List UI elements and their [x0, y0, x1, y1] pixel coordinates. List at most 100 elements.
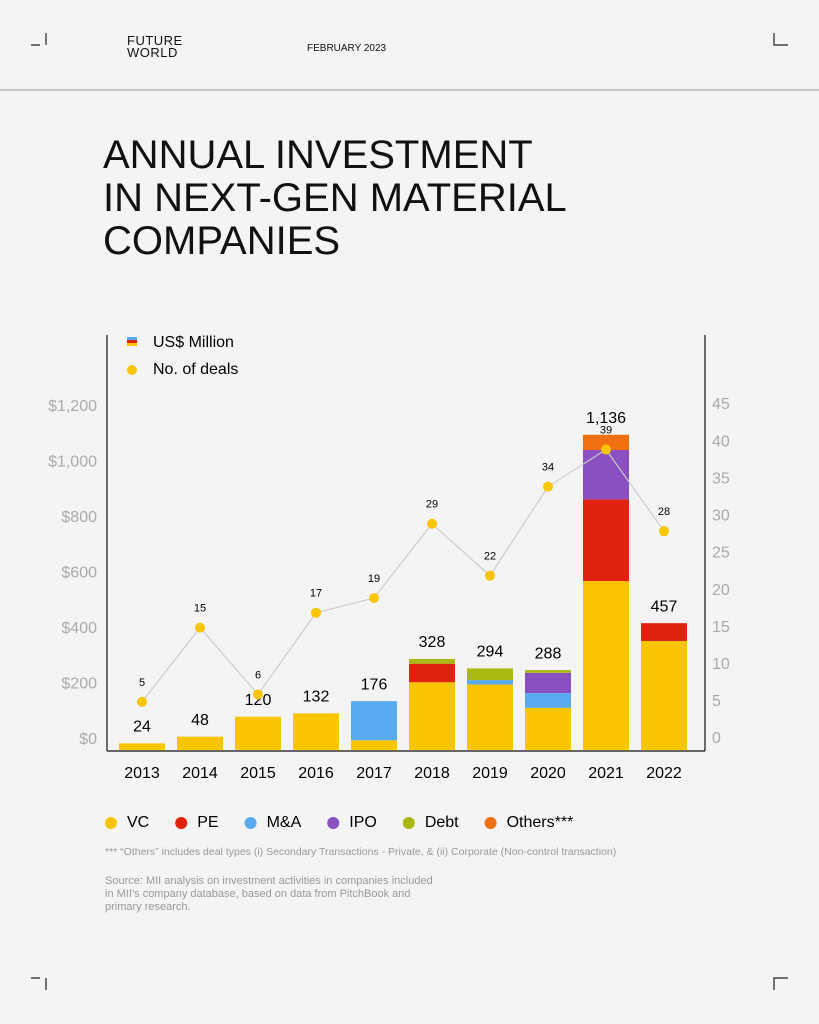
bar-segment [583, 499, 629, 582]
deal-label: 22 [484, 551, 496, 563]
deal-point [253, 689, 263, 700]
deal-point [137, 696, 147, 707]
date: FEBRUARY 2023 [307, 43, 387, 54]
legend-label: Debt [425, 814, 459, 831]
x-tick-label: 2016 [298, 765, 334, 782]
total-label: 294 [477, 644, 504, 661]
bar-segment [583, 581, 629, 750]
x-tick-label: 2013 [124, 765, 160, 782]
y-tick-label: $800 [61, 509, 97, 526]
legend-label: IPO [349, 814, 377, 831]
total-label: 132 [303, 689, 330, 706]
deal-label: 5 [139, 677, 145, 689]
bar-segment [641, 640, 687, 750]
deal-label: 39 [600, 424, 612, 436]
legend-label: Others*** [507, 814, 574, 831]
corner-marks [31, 33, 788, 990]
y-tick-label: $0 [79, 731, 97, 748]
y-tick-label: $200 [61, 676, 97, 693]
icon-part [127, 340, 137, 343]
legend-label: PE [197, 814, 218, 831]
total-label: 457 [651, 598, 678, 615]
total-label: 176 [361, 676, 388, 693]
legend-label: M&A [267, 814, 302, 831]
deal-point [543, 481, 553, 492]
footnote: *** “Others” includes deal types (i) Sec… [105, 846, 617, 858]
deal-label: 34 [542, 462, 554, 474]
logo: FUTURE WORLD [127, 33, 183, 60]
bar-segment [351, 701, 397, 741]
legend-label: US$ Million [153, 334, 234, 351]
title-line: COMPANIES [103, 219, 341, 263]
y2-tick-label: 45 [712, 396, 730, 413]
total-label: 24 [133, 719, 151, 736]
deal-label: 17 [310, 588, 322, 600]
deal-label: 28 [658, 506, 670, 518]
deal-label: 29 [426, 499, 438, 511]
y2-tick-label: 5 [712, 693, 721, 710]
bar-segment [583, 450, 629, 500]
deal-label: 15 [194, 603, 206, 615]
x-tick-label: 2019 [472, 765, 508, 782]
y2-tick-label: 35 [712, 470, 730, 487]
legend-dot [127, 365, 137, 375]
bar-segment [525, 672, 571, 694]
axes [106, 335, 706, 752]
deal-point [427, 518, 437, 529]
bar-segment [467, 684, 513, 750]
deal-label: 19 [368, 573, 380, 585]
deals-line [141, 448, 665, 703]
bar-segment [119, 743, 165, 750]
icon-part [127, 343, 137, 346]
deal-point [369, 592, 379, 603]
x-tick-label: 2021 [588, 765, 624, 782]
bar-segment [293, 713, 339, 750]
bar-segment [235, 716, 281, 750]
x-tick-label: 2022 [646, 765, 682, 782]
legend-dot [105, 817, 117, 829]
x-tick-label: 2014 [182, 765, 218, 782]
y2-tick-label: 40 [712, 433, 730, 450]
deal-point [485, 570, 495, 581]
legend-dot [175, 817, 188, 829]
legend-dot [484, 817, 497, 829]
y2-tick-label: 30 [712, 508, 730, 525]
logo-line: WORLD [127, 45, 178, 60]
bar-segment [351, 740, 397, 750]
bar-segment [409, 682, 455, 750]
icon-part [127, 337, 137, 340]
y-tick-label: $1,200 [48, 398, 97, 415]
x-tick-label: 2020 [530, 765, 566, 782]
bar-segment [177, 736, 223, 750]
title-line: IN NEXT-GEN MATERIAL [103, 176, 567, 220]
legend-amount-icon [127, 337, 137, 346]
bar-segment [641, 623, 687, 641]
bar-segment [583, 434, 629, 451]
deal-point [659, 526, 669, 537]
y-tick-label: $1,000 [48, 454, 97, 471]
bar-segment [525, 707, 571, 750]
logo-line: FUTURE [127, 33, 183, 48]
bar-segment [525, 693, 571, 708]
deal-label: 6 [255, 669, 261, 681]
legend-dot [327, 817, 340, 829]
x-tick-label: 2017 [356, 765, 392, 782]
total-label: 288 [535, 645, 562, 662]
y-tick-label: $600 [61, 565, 97, 582]
y2-tick-label: 0 [712, 730, 721, 747]
total-label: 1,136 [586, 410, 626, 427]
bar-segment [409, 663, 455, 683]
total-label: 328 [419, 634, 446, 651]
total-label: 48 [191, 712, 209, 729]
legend-label: No. of deals [153, 361, 238, 378]
x-tick-label: 2018 [414, 765, 450, 782]
deal-point [195, 622, 205, 633]
bar-segment [467, 668, 513, 681]
title: ANNUAL INVESTMENT IN NEXT-GEN MATERIAL C… [103, 134, 567, 263]
y2-tick-label: 10 [712, 656, 730, 673]
bar-segment [467, 680, 513, 685]
legend-label: VC [127, 814, 149, 831]
legend-dot [402, 817, 415, 829]
